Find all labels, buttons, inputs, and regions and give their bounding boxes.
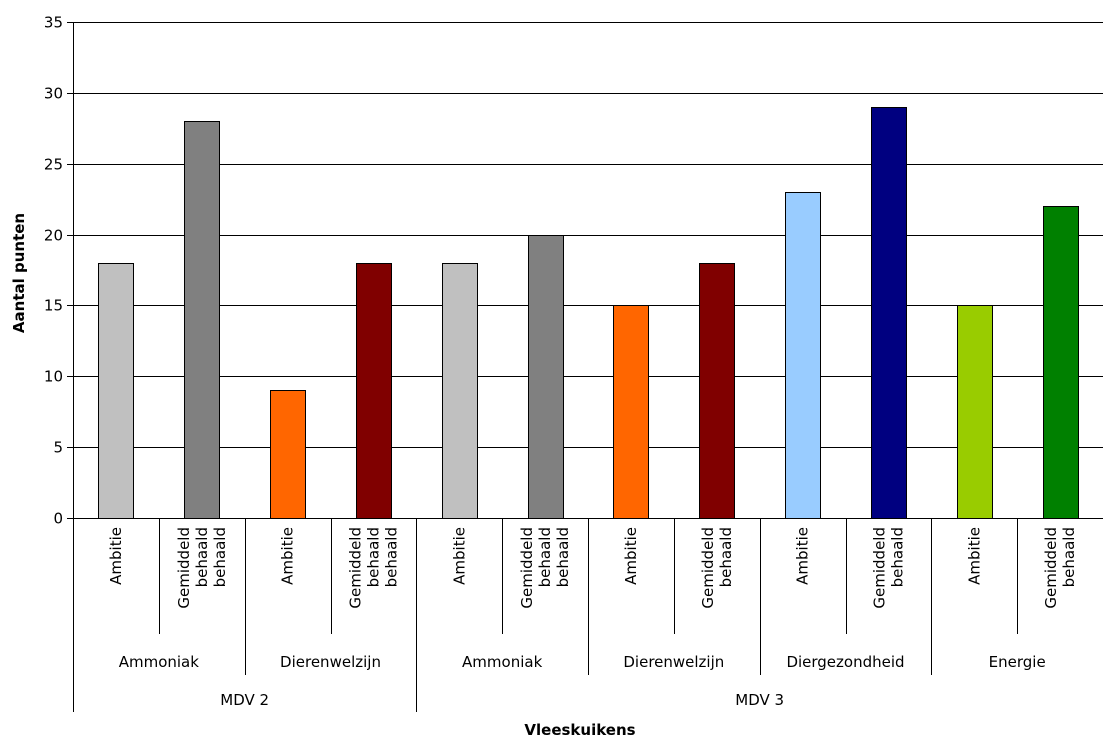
y-tick-label: 10: [44, 368, 63, 386]
x-category-label: behaald: [1060, 527, 1078, 587]
x-category-label: Ambitie: [965, 527, 983, 585]
x-category-label: Gemiddeld: [175, 527, 193, 609]
x-category-label: behaald: [211, 527, 229, 587]
x-category-label: behaald: [193, 527, 211, 587]
x-axis-title: Vleeskuikens: [524, 721, 635, 738]
y-tick-label: 25: [44, 156, 63, 174]
bar: [957, 305, 993, 519]
x-group-label: Dierenwelzijn: [280, 653, 381, 671]
x-category-label: Ambitie: [279, 527, 297, 585]
x-group-label: Energie: [989, 653, 1046, 671]
x-category-label: behaald: [888, 527, 906, 587]
x-category-label: Ambitie: [794, 527, 812, 585]
bar: [98, 263, 134, 519]
x-category-label: Gemiddeld: [699, 527, 717, 609]
bar: [1043, 206, 1079, 519]
x-category-label: Gemiddeld: [518, 527, 536, 609]
x-category-label: Ambitie: [107, 527, 125, 585]
bar: [270, 390, 306, 519]
bar: [442, 263, 478, 519]
y-tick-label: 5: [53, 439, 63, 457]
x-supergroup-label: MDV 2: [220, 691, 269, 709]
x-category-label: behaald: [382, 527, 400, 587]
x-category-label: Gemiddeld: [346, 527, 364, 609]
y-tick-label: 30: [44, 85, 63, 103]
y-tick-label: 0: [53, 510, 63, 528]
x-group-label: Dierenwelzijn: [623, 653, 724, 671]
bar: [613, 305, 649, 519]
x-group-label: Ammoniak: [462, 653, 543, 671]
y-tick-label: 15: [44, 297, 63, 315]
x-group-label: Ammoniak: [119, 653, 200, 671]
bar: [871, 107, 907, 519]
y-tick-label: 35: [44, 14, 63, 32]
bar: [184, 121, 220, 519]
y-tick-labels: 0 5 10 15 20 25 30 35: [44, 14, 73, 528]
bar: [356, 263, 392, 519]
x-category-label: behaald: [717, 527, 735, 587]
x-category-label: Ambitie: [622, 527, 640, 585]
gridlines: [73, 22, 1103, 519]
x-category-label: Ambitie: [450, 527, 468, 585]
bars: [98, 107, 1079, 519]
x-category-label: behaald: [536, 527, 554, 587]
x-group-label: Diergezondheid: [786, 653, 904, 671]
bar: [785, 192, 821, 519]
y-tick-label: 20: [44, 227, 63, 245]
category-labels: Ambitie Gemiddeld behaald behaald Ambitie Gem…: [107, 518, 1078, 712]
x-category-label: Gemiddeld: [870, 527, 888, 609]
x-category-label: behaald: [364, 527, 382, 587]
bar: [528, 235, 564, 519]
x-category-label: Gemiddeld: [1042, 527, 1060, 609]
x-category-label: behaald: [554, 527, 572, 587]
y-axis-title: Aantal punten: [10, 213, 28, 333]
x-supergroup-label: MDV 3: [735, 691, 784, 709]
bar: [699, 263, 735, 519]
